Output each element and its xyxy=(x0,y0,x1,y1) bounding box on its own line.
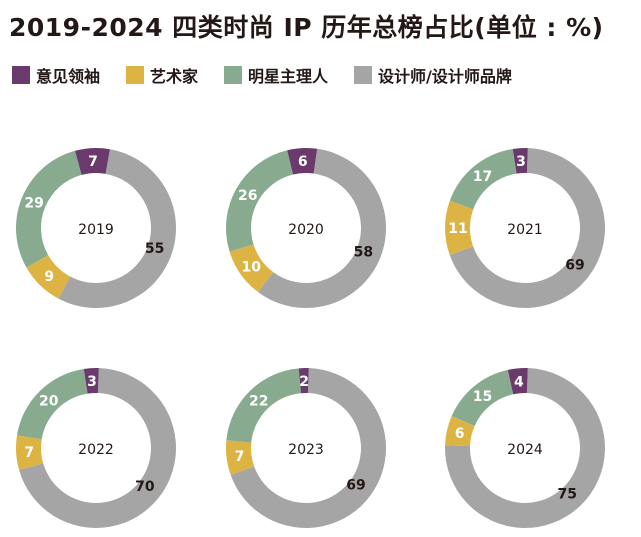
donut-segment xyxy=(226,440,255,475)
donut-segment xyxy=(17,368,88,440)
year-label: 2020 xyxy=(288,222,324,238)
legend-item: 艺术家 xyxy=(126,63,198,87)
donut-segment xyxy=(19,368,177,529)
legend-label: 明星主理人 xyxy=(248,67,329,86)
legend-item: 明星主理人 xyxy=(224,63,328,87)
donut-segment xyxy=(449,148,606,308)
donut-segment xyxy=(507,368,528,395)
donut-segment xyxy=(445,368,606,528)
data-label: 55 xyxy=(145,241,164,257)
chart-title: 2019-2024 四类时尚 IP 历年总榜占比(单位 : %) xyxy=(9,13,604,42)
donut-segment xyxy=(26,255,71,299)
donut-segment xyxy=(445,415,475,447)
donut-segment xyxy=(75,148,110,175)
data-label: 17 xyxy=(473,169,492,185)
data-label: 3 xyxy=(516,154,526,170)
donut-segment xyxy=(287,148,318,175)
donut-segment xyxy=(226,368,302,443)
legend: 意见领袖 艺术家 明星主理人 设计师/设计师品牌 xyxy=(12,63,512,87)
legend-swatch xyxy=(126,66,145,84)
data-label: 26 xyxy=(238,188,257,204)
donut-segment xyxy=(258,148,387,308)
donut-segment xyxy=(15,435,44,471)
data-label: 10 xyxy=(242,260,262,276)
data-label: 6 xyxy=(455,426,465,442)
data-label: 9 xyxy=(44,269,54,285)
year-label: 2023 xyxy=(288,442,324,458)
data-label: 20 xyxy=(39,393,59,409)
legend-swatch xyxy=(354,66,373,84)
legend-label: 意见领袖 xyxy=(36,67,101,86)
data-label: 11 xyxy=(448,221,467,237)
year-label: 2022 xyxy=(78,442,114,458)
data-label: 7 xyxy=(235,449,245,465)
donut-segment xyxy=(298,368,309,394)
data-label: 29 xyxy=(24,195,43,211)
data-label: 58 xyxy=(354,245,373,261)
year-label: 2019 xyxy=(78,222,114,238)
donut-segment xyxy=(449,148,517,210)
donut-segment xyxy=(230,368,387,528)
data-label: 4 xyxy=(514,374,524,390)
data-label: 3 xyxy=(87,374,97,390)
legend-item: 设计师/设计师品牌 xyxy=(354,63,512,87)
year-label: 2024 xyxy=(507,442,543,458)
legend-label: 设计师/设计师品牌 xyxy=(378,67,512,86)
legend-swatch xyxy=(224,66,243,84)
data-label: 2 xyxy=(299,374,309,390)
donut-segment xyxy=(15,150,82,268)
data-label: 6 xyxy=(298,154,308,170)
legend-item: 意见领袖 xyxy=(12,63,100,87)
donut-segment xyxy=(58,149,177,309)
donut-segment xyxy=(229,244,274,293)
donut-segment xyxy=(512,148,528,174)
legend-label: 艺术家 xyxy=(150,67,199,86)
data-label: 75 xyxy=(558,486,577,502)
legend-swatch xyxy=(12,66,30,84)
data-label: 15 xyxy=(473,389,492,405)
donut-segment xyxy=(226,150,294,252)
donut-segment xyxy=(451,369,514,426)
data-label: 7 xyxy=(88,154,98,170)
year-label: 2021 xyxy=(507,222,543,238)
data-label: 69 xyxy=(346,478,365,494)
data-label: 22 xyxy=(249,393,268,409)
donut-segment xyxy=(83,368,99,394)
data-label: 69 xyxy=(565,258,584,274)
data-label: 7 xyxy=(24,445,34,461)
donut-segment xyxy=(445,200,474,255)
data-label: 70 xyxy=(135,479,155,495)
